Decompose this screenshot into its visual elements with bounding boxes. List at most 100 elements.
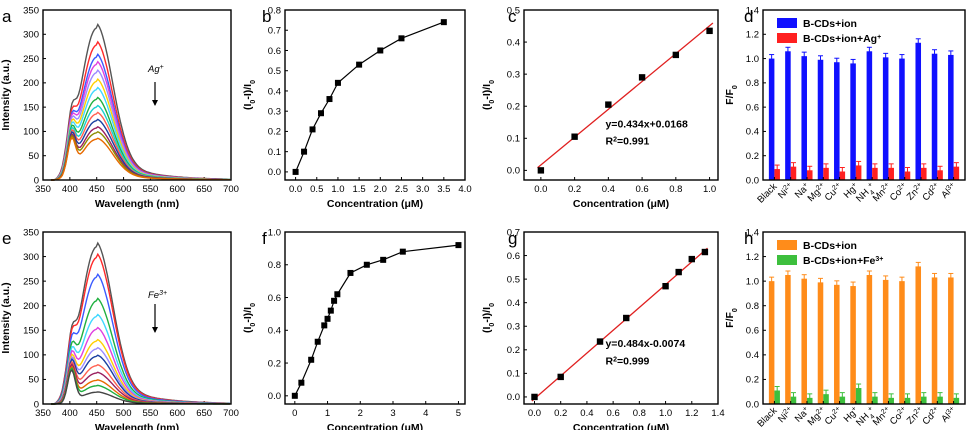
legend-swatch: [777, 33, 797, 43]
bar: [882, 57, 889, 180]
y-tick-label: 0.4: [268, 326, 281, 337]
data-line: [294, 244, 459, 397]
category-sup: 2+: [815, 405, 826, 416]
category-sup: 2+: [831, 405, 842, 416]
plot-frame: [284, 9, 466, 181]
y-axis-mid: -I)/I: [242, 307, 254, 323]
y-tick-label: 0: [34, 399, 39, 410]
x-tick-label: 450: [89, 408, 105, 419]
y-tick-label: 200: [23, 301, 39, 312]
y-tick-label: 0.2: [746, 375, 759, 386]
y-axis-title: (I0-I)/I0: [242, 303, 257, 333]
category-label: Ni2+: [776, 181, 796, 201]
y-tick-label: 50: [28, 151, 39, 162]
data-point: [455, 242, 462, 249]
y-axis-title: F/F0: [724, 308, 739, 328]
y-axis-mid: -I)/I: [481, 84, 493, 100]
fit-equation: y=0.484x-0.0074: [605, 338, 685, 350]
y-tick-label: 300: [23, 30, 39, 41]
y-tick-label: 100: [23, 127, 39, 138]
fit-r2-value: =0.999: [617, 355, 650, 367]
data-point: [688, 255, 695, 263]
category-sup: 2+: [912, 405, 923, 416]
x-tick-label: 0.4: [580, 408, 593, 419]
category-sup: +: [801, 405, 809, 413]
bar: [948, 277, 954, 404]
category-sup: 2+: [896, 181, 907, 192]
data-point: [557, 373, 564, 381]
x-tick-label: 4.0: [458, 184, 471, 195]
data-point: [334, 79, 341, 86]
down-arrow-head: [152, 327, 158, 333]
category-sup: 2+: [912, 181, 923, 192]
bar: [899, 281, 905, 404]
bar: [801, 278, 807, 404]
bar: [839, 171, 846, 180]
fit-r2: R2=0.999: [605, 355, 649, 367]
data-point: [672, 51, 680, 59]
y-axis-title: (I0-I)/I0: [481, 80, 496, 110]
legend-swatch: [777, 18, 797, 28]
data-point: [314, 338, 321, 345]
bar: [785, 275, 791, 404]
spectrum-line-3: [51, 60, 230, 181]
data-point: [537, 167, 545, 174]
y-tick-label: 1.4: [746, 227, 759, 238]
x-tick-label: 350: [35, 184, 51, 195]
plot-frame: [42, 9, 232, 181]
fit-r2: R2=0.991: [605, 135, 649, 147]
y-tick-label: 0.0: [268, 391, 281, 402]
x-tick-label: 500: [116, 184, 132, 195]
y-tick-label: 0.4: [746, 350, 759, 361]
x-axis-title: Concentration (μM): [573, 198, 669, 210]
legend-label-sup: +: [877, 34, 881, 41]
x-tick-label: 1.2: [685, 408, 698, 419]
category-sup: +: [866, 181, 874, 189]
data-point: [638, 74, 646, 81]
legend-swatch: [777, 240, 797, 250]
category-sup: 2+: [815, 181, 826, 192]
bar: [850, 286, 856, 404]
y-axis-title: Intensity (a.u.): [0, 59, 12, 130]
y-tick-label: 350: [23, 5, 39, 16]
y-axis-title: Intensity (a.u.): [0, 282, 12, 353]
bar: [855, 165, 862, 180]
data-point: [347, 269, 354, 276]
bar: [866, 51, 873, 181]
y-tick-label: 0.6: [268, 293, 281, 304]
y-tick-label: 0.5: [507, 5, 520, 16]
bar: [823, 167, 829, 180]
bar: [801, 56, 807, 181]
panel-a: a 0 50 100 150 200 250 300 350 350 400 450 500 550 600…: [0, 5, 239, 210]
y-tick-label: 0.2: [268, 127, 281, 138]
data-point: [662, 282, 669, 290]
y-tick-label: 1.0: [268, 227, 281, 238]
y-tick-label: 150: [23, 326, 39, 337]
x-tick-label: 4: [423, 408, 428, 419]
y-tick-label: 0.2: [507, 102, 520, 113]
x-tick-label: 5: [456, 408, 461, 419]
y-tick-label: 1.0: [746, 54, 759, 65]
spectrum-line-2: [51, 53, 230, 181]
x-tick-label: 0.8: [633, 408, 646, 419]
category-label: Al3+: [939, 405, 959, 425]
x-tick-label: 0.8: [669, 184, 682, 195]
bar: [899, 58, 905, 181]
data-point: [596, 338, 604, 345]
fit-r2-sup: 2: [613, 356, 617, 363]
x-tick-label: 650: [196, 184, 212, 195]
y-tick-label: 0.2: [507, 345, 520, 356]
y-tick-label: 1.2: [746, 30, 759, 41]
data-point: [571, 133, 578, 140]
x-tick-label: 0.5: [310, 184, 323, 195]
x-axis-title: Wavelength (nm): [95, 422, 179, 430]
x-tick-label: 3.5: [437, 184, 450, 195]
y-tick-label: 0.8: [268, 5, 281, 16]
y-tick-label: 0.3: [507, 322, 520, 333]
down-arrow-head: [152, 100, 158, 106]
bar: [774, 169, 780, 180]
x-tick-label: 0.0: [528, 408, 541, 419]
